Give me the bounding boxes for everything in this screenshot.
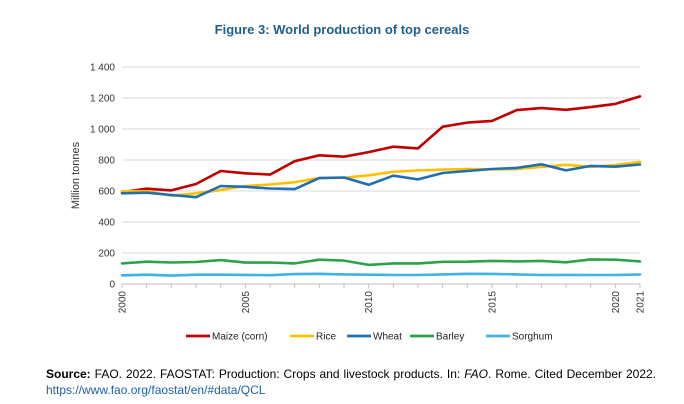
y-tick-label: 1 400 <box>90 63 115 74</box>
y-axis-label: Million tonnes <box>70 141 82 209</box>
y-tick-label: 1 200 <box>90 94 115 105</box>
source-italic: FAO <box>464 367 488 381</box>
axis-layer: 0 200 400 600 800 1 000 1 200 1 400 Million tonn… <box>70 63 647 314</box>
x-tick-label: 2015 <box>488 291 499 314</box>
x-tick-label: 2010 <box>364 291 375 314</box>
x-tick-label: 2005 <box>241 291 252 314</box>
legend: Maize (corn) Rice Wheat Barley Sorghum <box>186 332 553 343</box>
source-label: Source: <box>46 367 91 381</box>
legend-label: Wheat <box>373 332 402 343</box>
y-tick-label: 1 000 <box>90 125 115 136</box>
y-tick-label: 800 <box>98 156 115 167</box>
y-tick-label: 200 <box>98 249 115 260</box>
series-line <box>120 163 642 199</box>
source-text-before: FAO. 2022. FAOSTAT: Production: Crops an… <box>90 367 465 381</box>
source-note: Source: FAO. 2022. FAOSTAT: Production: … <box>46 366 656 398</box>
series-line <box>120 95 642 194</box>
y-tick-label: 400 <box>98 218 115 229</box>
series-line <box>120 272 642 277</box>
legend-label: Maize (corn) <box>212 332 268 343</box>
x-tick-label: 2020 <box>611 291 622 314</box>
source-link[interactable]: https://www.fao.org/faostat/en/#data/QCL <box>46 383 266 397</box>
grid-layer <box>122 66 640 285</box>
legend-label: Sorghum <box>512 332 553 343</box>
legend-label: Barley <box>436 332 464 343</box>
legend-label: Rice <box>316 332 336 343</box>
x-tick-label: 2021 <box>636 291 647 314</box>
series-layer <box>120 95 642 277</box>
source-text-after: . Rome. Cited December 2022. <box>488 367 656 381</box>
series-line <box>120 258 642 267</box>
chart-title: Figure 3: World production of top cereal… <box>214 22 470 37</box>
x-tick-label: 2000 <box>118 291 129 314</box>
y-tick-label: 600 <box>98 187 115 198</box>
y-tick-label: 0 <box>109 280 115 291</box>
